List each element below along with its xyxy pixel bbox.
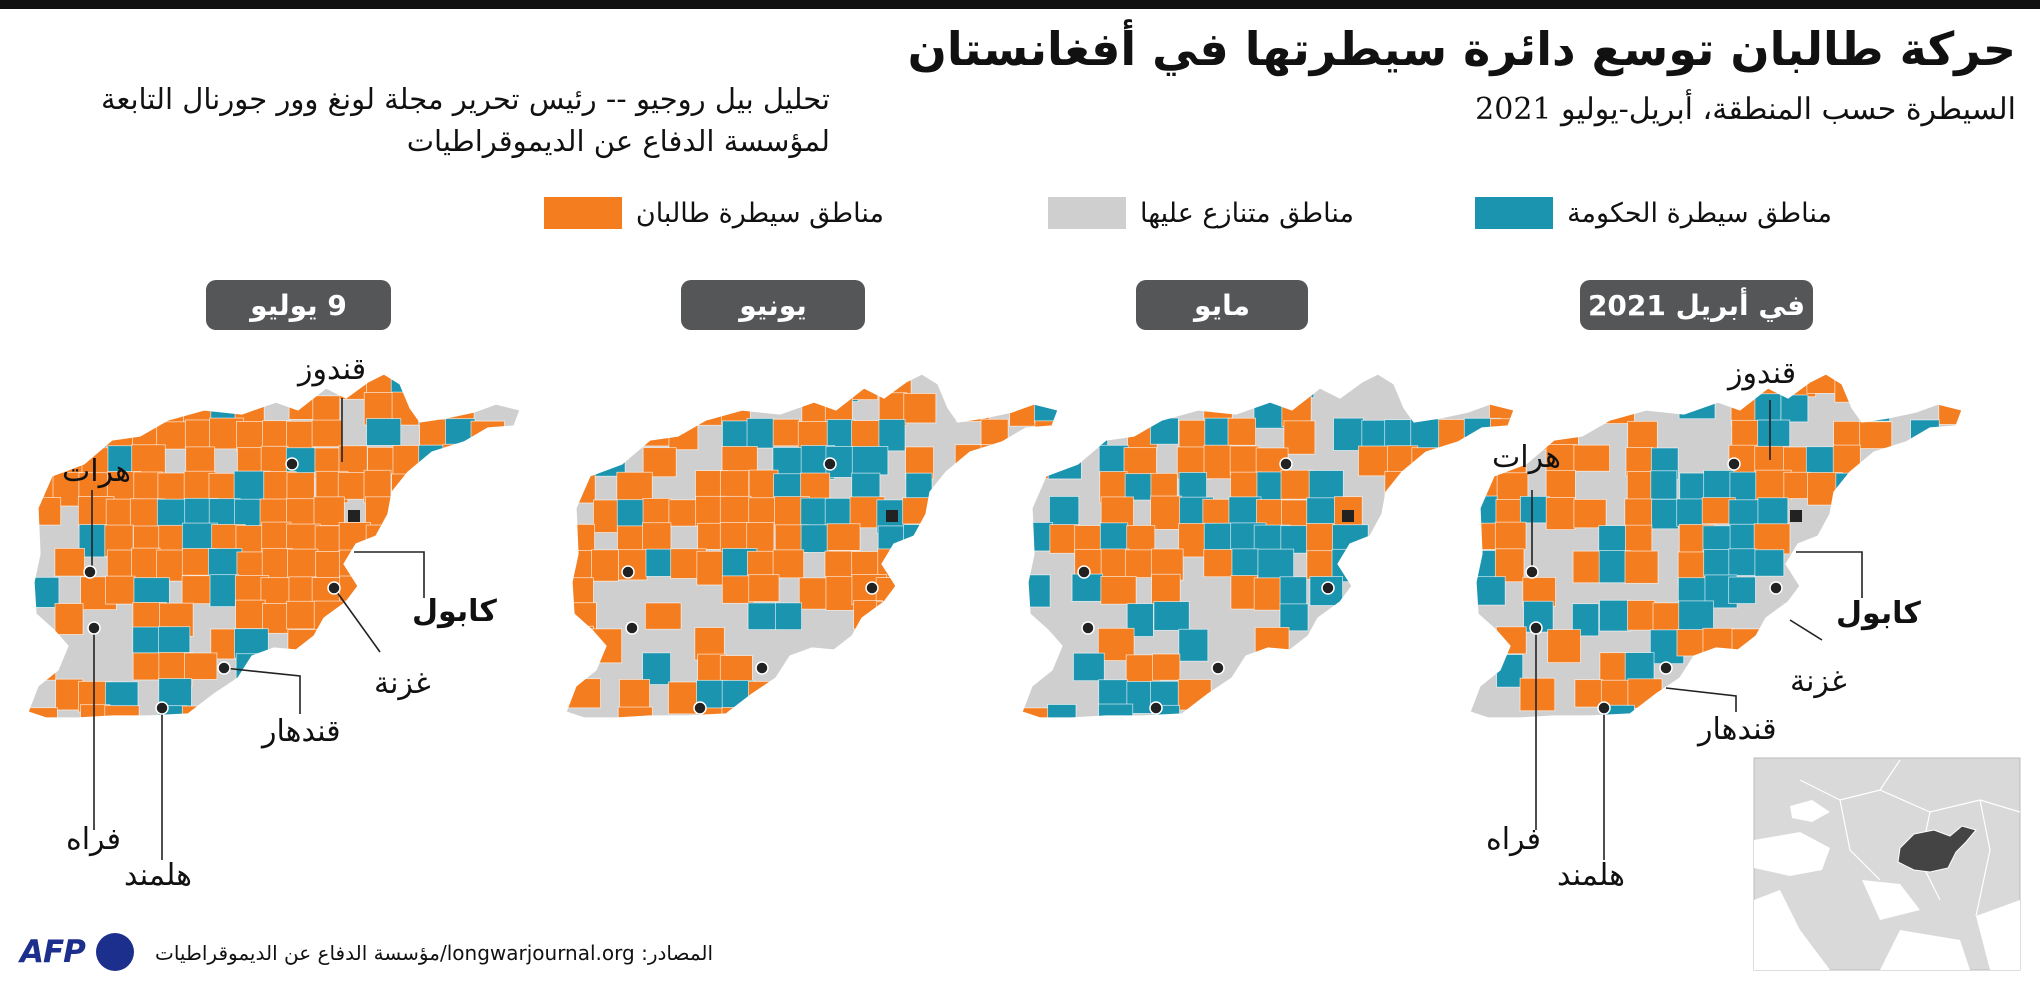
label-herat-april: هرات [1492, 440, 1561, 475]
legend-government-label: مناطق سيطرة الحكومة [1567, 197, 1832, 229]
label-kunduz-april: قندوز [1728, 356, 1797, 391]
label-kabul-april: كابول [1836, 596, 1921, 631]
leader-line-10 [333, 587, 381, 653]
label-farah-july: فراه [66, 822, 121, 857]
regional-locator-map [1753, 757, 2021, 971]
city-marker-herat-may [1077, 565, 1091, 579]
analysis-credit: تحليل بيل روجيو -- رئيس تحرير مجلة لونغ … [40, 78, 830, 162]
city-marker-ghazni-june [865, 581, 879, 595]
city-marker-ghazni-may [1321, 581, 1335, 595]
label-herat-july: هرات [62, 454, 131, 489]
city-marker-herat-june [621, 565, 635, 579]
city-marker-herat-april [1525, 565, 1539, 579]
city-marker-helmand-july [155, 701, 169, 715]
city-marker-farah-july [87, 621, 101, 635]
city-marker-kabul-july [348, 510, 360, 522]
city-marker-ghazni-april [1769, 581, 1783, 595]
inset-water-5 [1976, 900, 2020, 970]
city-marker-kandahar-april [1659, 661, 1673, 675]
map-july [27, 373, 521, 719]
page-title: حركة طالبان توسع دائرة سيطرتها في أفغانس… [907, 22, 2016, 76]
period-label-april: في أبريل 2021 [1580, 280, 1813, 330]
legend-taliban-label: مناطق سيطرة طالبان [635, 197, 884, 229]
source-note: المصادر: longwarjournal.org/مؤسسة الدفاع… [155, 941, 714, 965]
analysis-line-1: تحليل بيل روجيو -- رئيس تحرير مجلة لونغ … [100, 82, 830, 116]
map-april [1469, 373, 1963, 719]
page-subtitle: السيطرة حسب المنطقة، أبريل-يوليو 2021 [1475, 92, 2016, 127]
city-marker-kandahar-july [217, 661, 231, 675]
afp-logo: AFP [20, 934, 86, 970]
city-marker-kabul-april [1790, 510, 1802, 522]
city-marker-herat-july [83, 565, 97, 579]
city-marker-kandahar-may [1211, 661, 1225, 675]
legend-contested: مناطق متنازع عليها [1047, 196, 1354, 230]
city-marker-helmand-june [693, 701, 707, 715]
map-june [565, 373, 1059, 719]
inset-border-0 [1799, 779, 2020, 813]
city-marker-helmand-april [1597, 701, 1611, 715]
inset-water-1 [1790, 800, 1830, 822]
legend-taliban-swatch [543, 197, 622, 229]
legend-taliban: مناطق سيطرة طالبان [543, 196, 884, 230]
label-kunduz-july: قندوز [298, 352, 367, 387]
city-marker-kunduz-june [823, 457, 837, 471]
leader-line-4 [1665, 687, 1737, 712]
city-marker-kunduz-july [285, 457, 299, 471]
inset-border-4 [1879, 759, 1901, 791]
legend-government: مناطق سيطرة الحكومة [1475, 196, 1832, 230]
city-marker-farah-april [1529, 621, 1543, 635]
analysis-line-2: لمؤسسة الدفاع عن الديموقراطيات [406, 124, 830, 158]
period-label-may: مايو [1136, 280, 1308, 330]
inset-border-1 [1839, 799, 1881, 881]
top-rule [0, 0, 2040, 9]
city-marker-ghazni-july [327, 581, 341, 595]
inset-water-4 [1880, 930, 1970, 970]
leader-line-3 [1789, 619, 1823, 641]
inset-border-3 [1975, 799, 1991, 917]
label-ghazni-april: غزنة [1790, 664, 1847, 699]
city-marker-kabul-june [886, 510, 898, 522]
inset-afghanistan-highlight [1897, 825, 1977, 873]
leader-line-2 [1796, 551, 1863, 598]
inset-water-2 [1754, 890, 1830, 970]
city-marker-kandahar-june [755, 661, 769, 675]
afp-logo-dot [96, 933, 134, 971]
label-farah-april: فراه [1486, 822, 1541, 857]
period-label-june: يونيو [681, 280, 865, 330]
leader-line-9 [354, 551, 425, 598]
label-kandahar-april: قندهار [1698, 712, 1777, 747]
label-kandahar-july: قندهار [262, 714, 341, 749]
inset-water-3 [1862, 880, 1920, 920]
label-ghazni-july: غزنة [374, 666, 431, 701]
label-helmand-july: هلمند [124, 858, 192, 893]
inset-water-0 [1754, 832, 1830, 876]
city-marker-farah-may [1081, 621, 1095, 635]
map-may [1021, 373, 1515, 719]
city-marker-farah-june [625, 621, 639, 635]
legend-contested-label: مناطق متنازع عليها [1139, 197, 1354, 229]
leader-line-11 [223, 667, 301, 714]
label-kabul-july: كابول [412, 594, 497, 629]
label-helmand-april: هلمند [1557, 858, 1625, 893]
legend-contested-swatch [1047, 197, 1126, 229]
legend-government-swatch [1475, 197, 1554, 229]
city-marker-kunduz-april [1727, 457, 1741, 471]
city-marker-kabul-may [1342, 510, 1354, 522]
city-marker-kunduz-may [1279, 457, 1293, 471]
period-label-july: 9 يوليو [206, 280, 391, 330]
city-marker-helmand-may [1149, 701, 1163, 715]
